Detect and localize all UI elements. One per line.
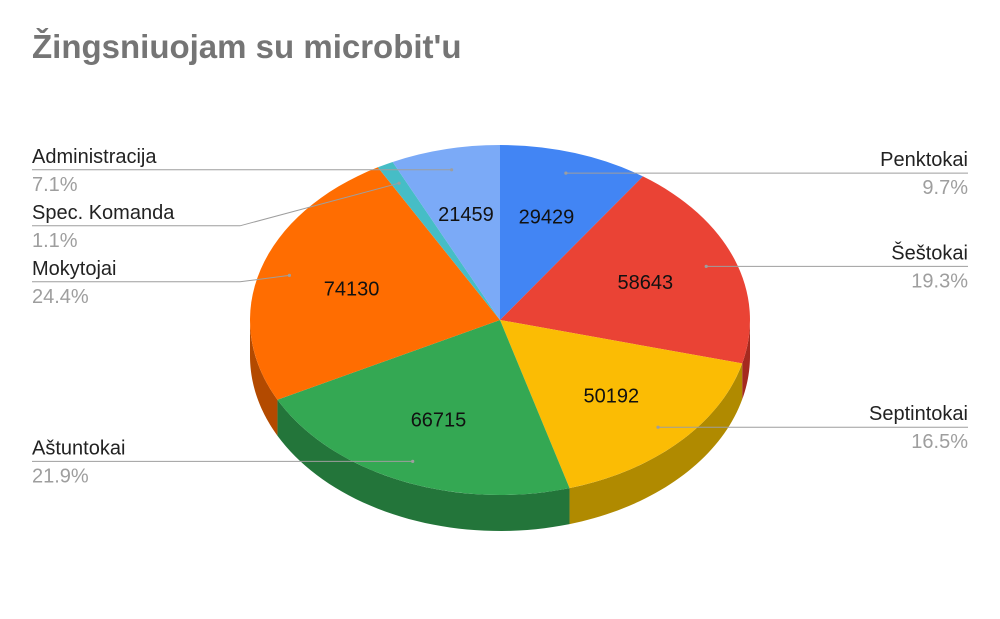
leader-dot-spec-komanda: [397, 181, 401, 185]
pie-side-mokytojai: [250, 320, 278, 436]
leader-dot-penktokai: [564, 171, 568, 175]
category-label-mokytojai: Mokytojai: [32, 258, 116, 280]
pie-slice-astuntokai[interactable]: [277, 320, 570, 495]
value-label-sestokai: 58643: [617, 272, 673, 294]
pie-slice-penktokai[interactable]: [500, 145, 643, 320]
pie-side-astuntokai: [277, 399, 570, 531]
leader-dot-septintokai: [656, 425, 660, 429]
category-label-spec-komanda: Spec. Komanda: [32, 202, 175, 224]
value-label-penktokai: 29429: [519, 207, 575, 229]
category-label-astuntokai: Aštuntokai: [32, 437, 125, 459]
category-label-penktokai: Penktokai: [880, 149, 968, 171]
percent-label-spec-komanda: 1.1%: [32, 230, 78, 252]
pie-slice-administracija[interactable]: [392, 145, 500, 320]
leader-line-mokytojai: [32, 274, 290, 283]
value-label-astuntokai: 66715: [411, 410, 467, 432]
leader-dot-administracija: [450, 168, 454, 172]
percent-label-mokytojai: 24.4%: [32, 286, 89, 308]
value-label-administracija: 21459: [438, 204, 494, 226]
pie-slice-spec-komanda[interactable]: [377, 161, 500, 320]
category-label-sestokai: Šeštokai: [891, 241, 968, 264]
leader-dot-mokytojai: [287, 273, 291, 277]
pie-slice-septintokai[interactable]: [500, 320, 743, 489]
leader-dot-sestokai: [704, 264, 708, 268]
value-label-mokytojai: 74130: [324, 279, 380, 301]
pie-slice-mokytojai[interactable]: [249, 167, 500, 400]
pie-side-sestokai: [742, 320, 750, 400]
category-label-septintokai: Septintokai: [869, 403, 968, 425]
pie-top-slices: [249, 145, 750, 495]
percent-label-administracija: 7.1%: [32, 174, 78, 196]
pie-side-septintokai: [569, 363, 743, 525]
category-label-administracija: Administracija: [32, 146, 157, 168]
value-label-septintokai: 50192: [583, 386, 639, 408]
leader-line-spec-komanda: [32, 182, 400, 227]
outside-labels: Penktokai 9.7% Šeštokai 19.3% Septintokai 16.…: [32, 146, 968, 487]
pie-side-walls: [250, 320, 750, 531]
percent-label-penktokai: 9.7%: [922, 177, 968, 199]
pie-slice-sestokai[interactable]: [500, 176, 750, 364]
percent-label-sestokai: 19.3%: [911, 270, 968, 292]
percent-label-astuntokai: 21.9%: [32, 465, 89, 487]
percent-label-septintokai: 16.5%: [911, 431, 968, 453]
chart-title: Žingsniuojam su microbit'u: [32, 28, 462, 65]
leader-dot-astuntokai: [411, 459, 415, 463]
